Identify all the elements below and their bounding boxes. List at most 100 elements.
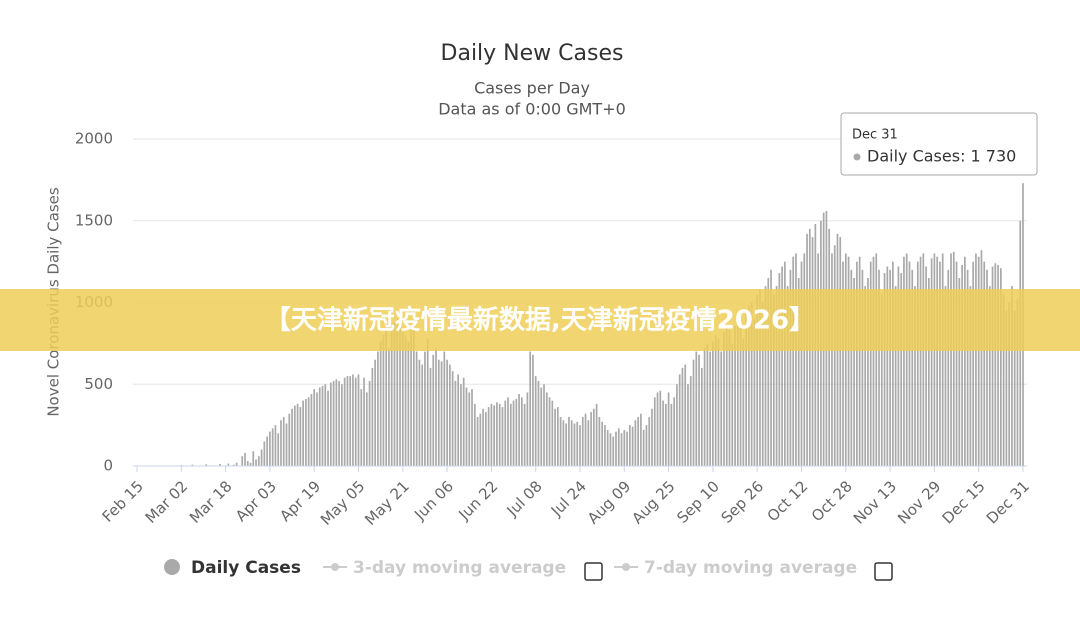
bar bbox=[687, 384, 689, 466]
bar bbox=[911, 269, 914, 466]
bar bbox=[274, 425, 277, 466]
x-tick-label: Sep 26 bbox=[718, 477, 768, 527]
bar bbox=[371, 367, 374, 466]
bar bbox=[988, 286, 991, 466]
bar bbox=[709, 351, 711, 466]
bar bbox=[399, 327, 401, 466]
bar bbox=[532, 354, 534, 466]
bar bbox=[357, 374, 360, 466]
bar bbox=[689, 376, 692, 466]
bar bbox=[285, 423, 288, 466]
bar bbox=[424, 351, 426, 466]
bar bbox=[282, 416, 285, 466]
bar bbox=[482, 408, 484, 466]
bar bbox=[551, 400, 554, 466]
legend-label[interactable]: 3-day moving average bbox=[353, 558, 566, 578]
bar bbox=[523, 403, 526, 466]
bar bbox=[498, 403, 501, 466]
bar bbox=[897, 266, 900, 466]
bar bbox=[764, 286, 767, 466]
tooltip: Dec 31 Daily Cases: 1 730 bbox=[840, 112, 1038, 176]
bar bbox=[626, 431, 628, 466]
bar bbox=[299, 407, 302, 466]
checkbox[interactable] bbox=[584, 562, 603, 581]
x-tick-label: May 05 bbox=[317, 477, 369, 529]
bar bbox=[543, 384, 545, 466]
bar bbox=[958, 277, 961, 466]
bar bbox=[246, 461, 249, 466]
bar bbox=[329, 382, 332, 466]
legend-symbol bbox=[331, 563, 339, 571]
bar bbox=[786, 286, 789, 466]
bar bbox=[529, 351, 532, 466]
bar bbox=[343, 377, 346, 466]
bar bbox=[606, 430, 609, 466]
bar bbox=[305, 398, 307, 466]
bar bbox=[443, 351, 446, 466]
bar bbox=[648, 416, 651, 466]
x-tick-label: Nov 29 bbox=[894, 477, 944, 527]
bar bbox=[562, 420, 565, 466]
bar bbox=[640, 413, 642, 466]
bar bbox=[678, 374, 681, 466]
bar bbox=[1016, 299, 1019, 466]
bar bbox=[905, 253, 908, 466]
bar bbox=[698, 354, 700, 466]
bar bbox=[368, 380, 371, 466]
bar bbox=[731, 343, 734, 466]
bar bbox=[991, 266, 994, 466]
bar bbox=[451, 371, 454, 466]
bar bbox=[748, 305, 750, 466]
bar bbox=[404, 335, 407, 466]
bar bbox=[858, 256, 861, 466]
bar bbox=[407, 341, 410, 466]
bar bbox=[485, 412, 487, 466]
bar bbox=[335, 379, 338, 466]
legend-label[interactable]: 7-day moving average bbox=[644, 558, 857, 578]
bar bbox=[601, 421, 603, 466]
bar bbox=[941, 253, 944, 466]
bar bbox=[390, 331, 393, 466]
bar bbox=[964, 256, 966, 466]
bar bbox=[950, 253, 952, 466]
bar bbox=[526, 392, 529, 466]
bar bbox=[374, 359, 376, 466]
legend-label[interactable]: Daily Cases bbox=[191, 558, 301, 578]
bar bbox=[604, 425, 606, 466]
bar bbox=[778, 273, 781, 466]
bar bbox=[437, 359, 440, 466]
bar bbox=[775, 286, 778, 466]
bar bbox=[338, 380, 340, 466]
x-tick-label: Aug 09 bbox=[584, 477, 634, 527]
bar bbox=[839, 237, 842, 466]
bar bbox=[955, 261, 958, 466]
bar bbox=[856, 261, 858, 466]
checkbox[interactable] bbox=[874, 562, 893, 581]
bar bbox=[734, 325, 736, 466]
bar bbox=[321, 385, 324, 466]
bar bbox=[479, 413, 482, 466]
bar bbox=[568, 416, 570, 466]
bar bbox=[473, 403, 476, 466]
bar bbox=[952, 251, 955, 466]
y-tick-label: 2000 bbox=[75, 130, 113, 148]
bar bbox=[393, 322, 396, 466]
x-tick-label: Apr 03 bbox=[232, 477, 280, 525]
tooltip-bullet bbox=[853, 153, 861, 161]
bar bbox=[634, 420, 637, 466]
bar bbox=[864, 286, 867, 466]
bar bbox=[628, 425, 631, 466]
bar bbox=[653, 397, 656, 466]
bar bbox=[341, 384, 343, 466]
bar bbox=[781, 266, 783, 466]
bar bbox=[332, 380, 335, 466]
bar bbox=[742, 338, 745, 466]
bar bbox=[581, 416, 584, 466]
bar bbox=[260, 449, 263, 466]
bar bbox=[684, 364, 687, 466]
bar bbox=[579, 425, 581, 466]
bar bbox=[681, 367, 684, 466]
bar bbox=[631, 426, 634, 466]
bar bbox=[413, 318, 415, 466]
bar bbox=[440, 361, 443, 466]
